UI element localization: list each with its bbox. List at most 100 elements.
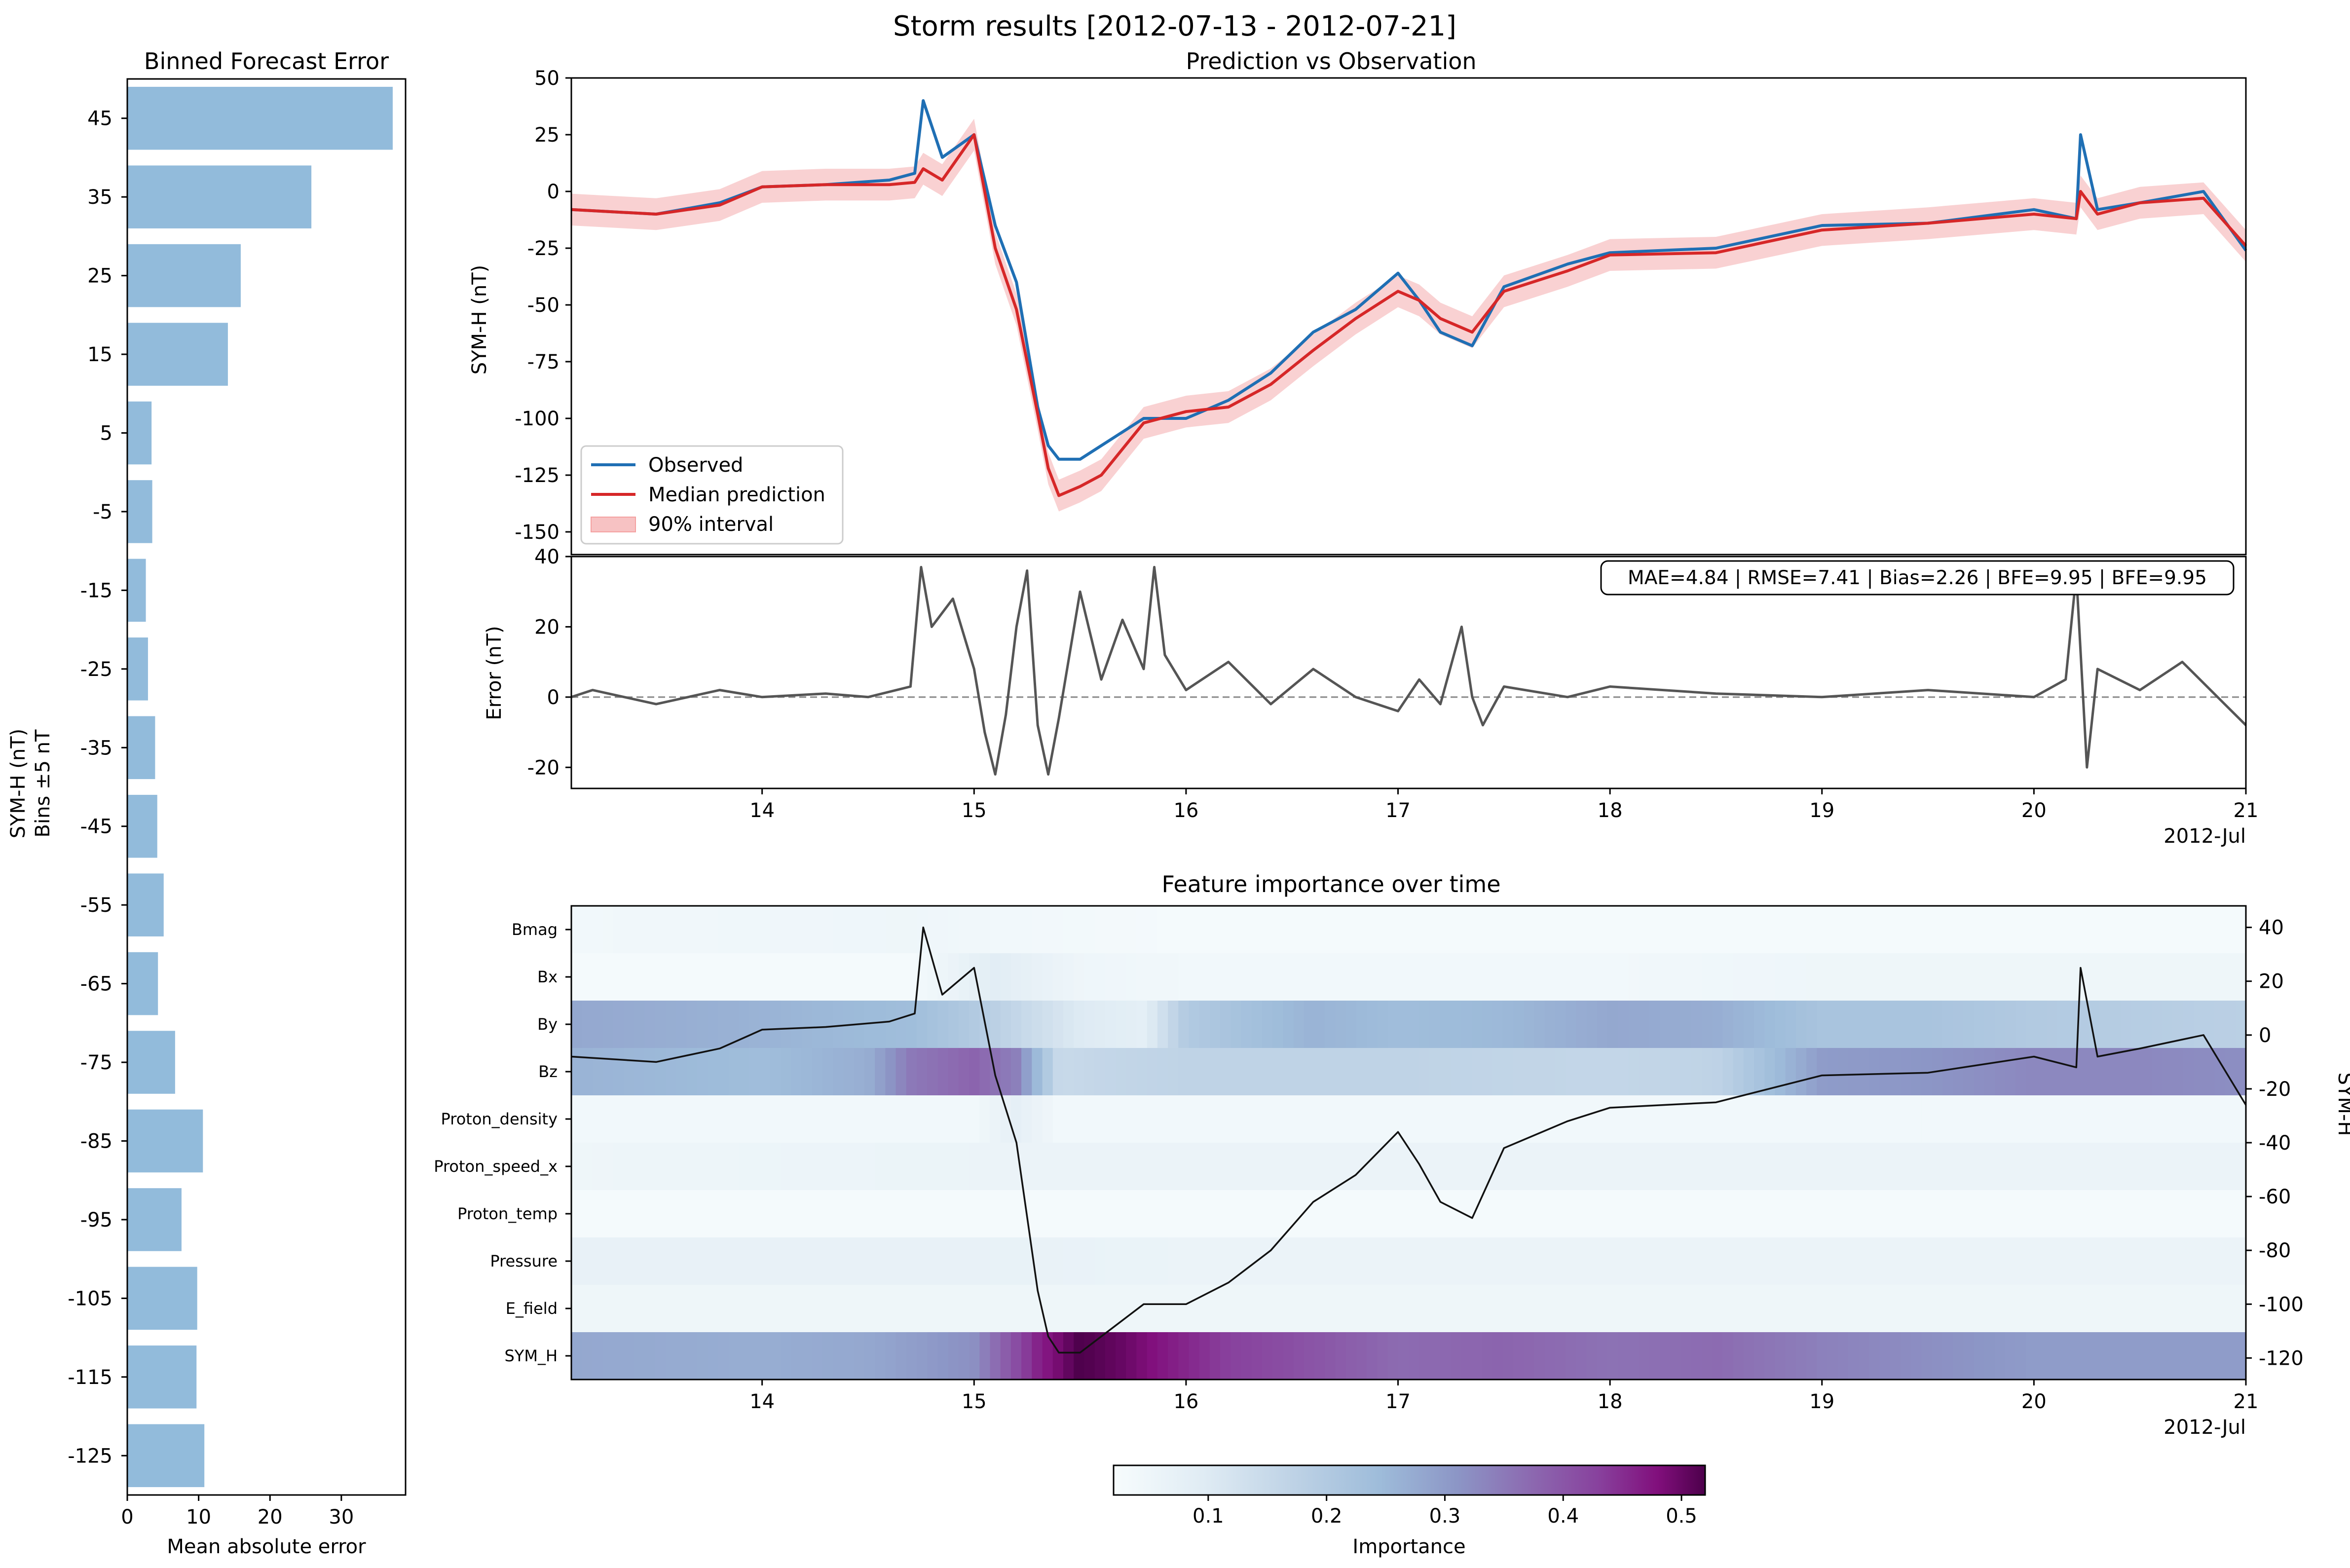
heatmap-cell [582,1048,593,1095]
heatmap-cell [1157,1048,1169,1095]
heatmap-cell [1712,1190,1723,1237]
heatmap-cell [2183,1190,2194,1237]
heatmap-cell [1283,1143,1294,1190]
heatmap-cell [655,1143,666,1190]
heatmap-cell [1461,1332,1472,1380]
heatmap-cell [1231,1285,1242,1332]
heatmap-cell [1806,1143,1818,1190]
heatmap-cell [1994,1143,2006,1190]
heatmap-cell [2089,1143,2100,1190]
heatmap-cell [833,1048,844,1095]
heatmap-cell [697,1237,708,1285]
heatmap-cell [1513,1095,1525,1143]
heatmap-cell [2110,1095,2121,1143]
heatmap-cell [1502,1143,1514,1190]
heatmap-cell [1094,1095,1106,1143]
heatmap-cell [895,1143,907,1190]
heatmap-cell [1534,1095,1545,1143]
heatmap-cell [728,1095,740,1143]
heatmap-cell [1743,1001,1754,1048]
heatmap-cell [1534,1143,1545,1190]
bar--85 [127,1109,203,1173]
heatmap-cell [958,1332,970,1380]
heatmap-cell [781,1332,792,1380]
heatmap-cell [1409,1001,1420,1048]
heatmap-cell [2183,953,2194,1001]
heatmap-cell [1837,1237,1849,1285]
heatmap-cell [1126,1190,1137,1237]
heatmap-cell [1126,1048,1137,1095]
heatmap-cell [1314,1143,1326,1190]
heatmap-cell [2078,1095,2089,1143]
heatmap-cell [1544,1143,1556,1190]
symh-overlay-line [571,926,2247,1354]
heatmap-cell [2047,953,2058,1001]
heatmap-cell [2235,1048,2246,1095]
heatmap-cell [2089,1001,2100,1048]
heatmap-cell [1461,1237,1472,1285]
heatmap-cell [1680,1001,1692,1048]
heatmap-cell [728,1237,740,1285]
heatmap-cell [1199,1237,1210,1285]
heatmap-cell [1325,1285,1336,1332]
heatmap-cell [1513,1190,1525,1237]
heatmap-cell [906,906,917,953]
heatmap-cell [1440,1048,1451,1095]
bar--125 [127,1424,205,1488]
heatmap-cell [1942,953,1953,1001]
heatmap-cell [1722,953,1734,1001]
heatmap-cell [1806,953,1818,1001]
heatmap-cell [2183,1095,2194,1143]
heatmap-cell [1052,1095,1064,1143]
heatmap-cell [1942,1237,1953,1285]
heatmap-cell [1869,1237,1880,1285]
heatmap-cell [1293,1332,1305,1380]
heatmap-cell [1450,906,1461,953]
heatmap-cell [1817,1190,1828,1237]
heatmap-cell [833,1143,844,1190]
heatmap-cell [875,1095,886,1143]
heatmap-cell [634,953,645,1001]
heatmap-cell [2141,1001,2153,1048]
heatmap-cell [1502,1001,1514,1048]
ytick-label: -15 [80,579,112,602]
heatmap-cell [1482,1332,1493,1380]
heatmap-cell [927,1190,938,1237]
heatmap-cell [759,1048,771,1095]
heatmap-cell [917,1143,928,1190]
heatmap-cell [833,1285,844,1332]
right-ytick-label: 20 [2259,971,2284,993]
heatmap-cell [1837,1285,1849,1332]
heatmap-cell [1429,1190,1441,1237]
heatmap-cell [1178,953,1190,1001]
heatmap-cell [1837,1143,1849,1190]
heatmap-cell [1890,1048,1901,1095]
heatmap-cell [1377,906,1388,953]
heatmap-cell [990,1285,1001,1332]
heatmap-cell [1670,1237,1681,1285]
heatmap-cell [665,906,677,953]
heatmap-cell [1963,1048,1975,1095]
heatmap-cell [906,1048,917,1095]
row-label: Bmag [512,920,558,939]
heatmap-cell [1639,1190,1650,1237]
heatmap-cell [1911,1095,1922,1143]
heatmap-cell [1785,1048,1796,1095]
heatmap-cell [1157,1095,1169,1143]
heatmap-cell [1775,906,1786,953]
heatmap-cell [1304,1048,1315,1095]
heatmap-cell [1471,1095,1483,1143]
heatmap-cell [801,1190,813,1237]
heatmap-cell [781,1095,792,1143]
heatmap-cell [2099,953,2111,1001]
heatmap-cell [1482,1048,1493,1095]
heatmap-cell [1398,1285,1409,1332]
heatmap-cell [1367,1332,1378,1380]
heatmap-cell [1084,906,1095,953]
ytick-label: 25 [87,265,112,288]
bar--105 [127,1267,197,1330]
bar--115 [127,1345,197,1409]
heatmap-cell [2089,906,2100,953]
heatmap-cell [1105,1143,1116,1190]
heatmap-cell [1387,953,1399,1001]
